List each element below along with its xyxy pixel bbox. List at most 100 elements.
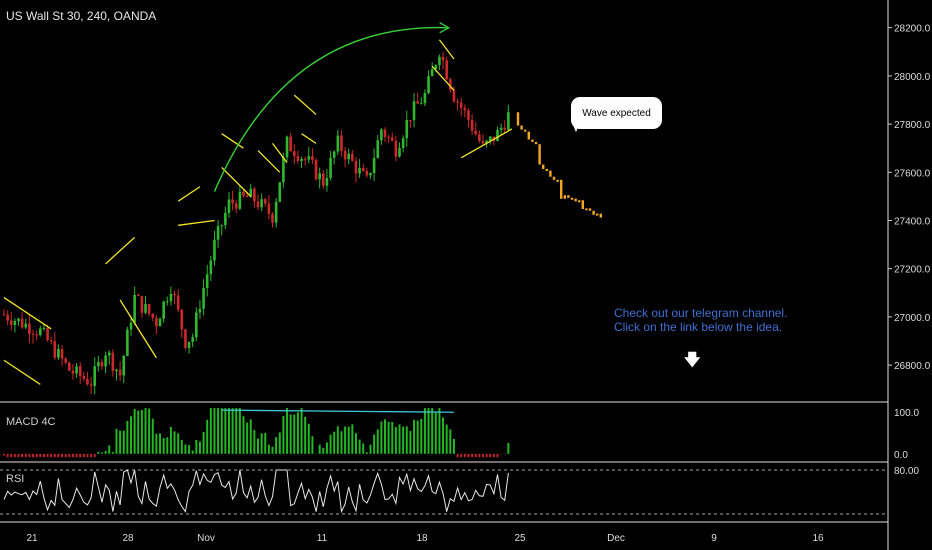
candle-body bbox=[187, 341, 191, 349]
candle-body bbox=[118, 369, 122, 376]
candle-body bbox=[126, 329, 129, 356]
candle-body bbox=[57, 348, 60, 358]
candle-body bbox=[144, 304, 147, 313]
pattern-line bbox=[438, 39, 455, 60]
candle-body bbox=[459, 102, 463, 108]
candle-body bbox=[369, 172, 372, 176]
candle-body bbox=[49, 340, 53, 342]
candle-body bbox=[434, 65, 438, 70]
projection-bar bbox=[545, 168, 548, 171]
price-tick-label: 26800.0 bbox=[894, 361, 931, 372]
candle-body bbox=[332, 151, 336, 158]
candle-body bbox=[227, 199, 231, 213]
pattern-line bbox=[271, 142, 288, 164]
candle-body bbox=[115, 369, 118, 371]
candle-body bbox=[289, 136, 292, 152]
wave-expected-callout: Wave expected bbox=[571, 97, 662, 129]
candle-body bbox=[147, 304, 151, 314]
chart-title: US Wall St 30, 240, OANDA bbox=[6, 9, 157, 23]
pattern-line bbox=[177, 186, 201, 202]
candle-body bbox=[467, 110, 470, 120]
candle-body bbox=[17, 318, 20, 322]
candle-body bbox=[86, 378, 89, 385]
projection-bar bbox=[570, 197, 574, 200]
price-tick-label: 27200.0 bbox=[894, 265, 931, 276]
candle-body bbox=[133, 294, 136, 323]
candle-body bbox=[267, 203, 271, 214]
projection-bar bbox=[592, 210, 595, 215]
candle-body bbox=[260, 199, 263, 208]
candle-body bbox=[278, 182, 282, 202]
candle-body bbox=[274, 201, 278, 223]
pattern-line bbox=[119, 299, 157, 359]
candle-body bbox=[9, 320, 13, 325]
candle-body bbox=[24, 323, 28, 328]
candle-body bbox=[107, 352, 111, 356]
candle-body bbox=[249, 188, 253, 198]
candle-body bbox=[503, 127, 507, 130]
projection-bar bbox=[578, 200, 581, 203]
candle-body bbox=[35, 334, 38, 336]
rsi-line bbox=[3, 469, 509, 514]
candle-body bbox=[307, 156, 311, 160]
candle-body bbox=[292, 151, 296, 157]
candle-body bbox=[296, 156, 300, 161]
candle-body bbox=[318, 173, 321, 180]
candle-body bbox=[361, 168, 365, 171]
candle-body bbox=[195, 312, 198, 338]
projection-bar bbox=[567, 195, 570, 198]
candle-body bbox=[452, 89, 456, 102]
candle-body bbox=[423, 92, 427, 104]
price-tick-label: 27600.0 bbox=[894, 168, 931, 179]
candle-body bbox=[158, 318, 162, 327]
pattern-line bbox=[221, 133, 244, 149]
candle-body bbox=[97, 362, 100, 367]
candle-body bbox=[336, 135, 340, 152]
time-tick-label: 16 bbox=[812, 533, 824, 544]
candle-body bbox=[474, 130, 478, 135]
candle-body bbox=[496, 129, 499, 141]
candle-body bbox=[401, 138, 405, 149]
candle-body bbox=[202, 287, 205, 309]
candle-body bbox=[6, 314, 9, 321]
candle-body bbox=[340, 135, 343, 151]
candle-body bbox=[46, 327, 49, 341]
arc-arrow bbox=[213, 26, 447, 192]
candle-body bbox=[322, 173, 325, 186]
candle-body bbox=[38, 328, 42, 335]
rsi-label: RSI bbox=[6, 473, 25, 485]
telegram-note-line1: Check out our telegram channel. bbox=[614, 306, 788, 320]
candle-body bbox=[372, 158, 376, 173]
projection-bar bbox=[574, 198, 577, 202]
candle-body bbox=[394, 140, 398, 157]
candle-body bbox=[271, 213, 274, 223]
candle-body bbox=[419, 103, 423, 105]
time-tick-label: 21 bbox=[26, 533, 38, 544]
candle-body bbox=[234, 203, 238, 209]
projection-bar bbox=[538, 144, 541, 165]
candle-body bbox=[71, 370, 75, 374]
projection-bar bbox=[516, 112, 520, 126]
projection-bar bbox=[585, 208, 588, 211]
candle-body bbox=[89, 384, 93, 386]
candle-body bbox=[198, 308, 202, 313]
candle-body bbox=[111, 352, 115, 371]
projection-bar bbox=[556, 179, 559, 182]
candle-body bbox=[441, 56, 445, 61]
candle-body bbox=[53, 341, 57, 358]
candle-body bbox=[100, 362, 104, 367]
time-tick-label: Nov bbox=[197, 533, 215, 544]
pattern-line bbox=[257, 150, 281, 173]
candle-body bbox=[180, 309, 184, 330]
candle-body bbox=[184, 329, 187, 349]
candle-body bbox=[351, 153, 354, 161]
candle-body bbox=[358, 168, 361, 174]
projection-bar bbox=[549, 170, 552, 177]
projection-bar bbox=[524, 129, 527, 132]
candle-body bbox=[64, 358, 67, 363]
price-tick-label: 28200.0 bbox=[894, 24, 931, 35]
candle-body bbox=[68, 362, 71, 371]
projection-bar bbox=[531, 139, 534, 142]
macd-tick-label: 0.0 bbox=[894, 450, 908, 461]
candle-body bbox=[242, 191, 245, 196]
